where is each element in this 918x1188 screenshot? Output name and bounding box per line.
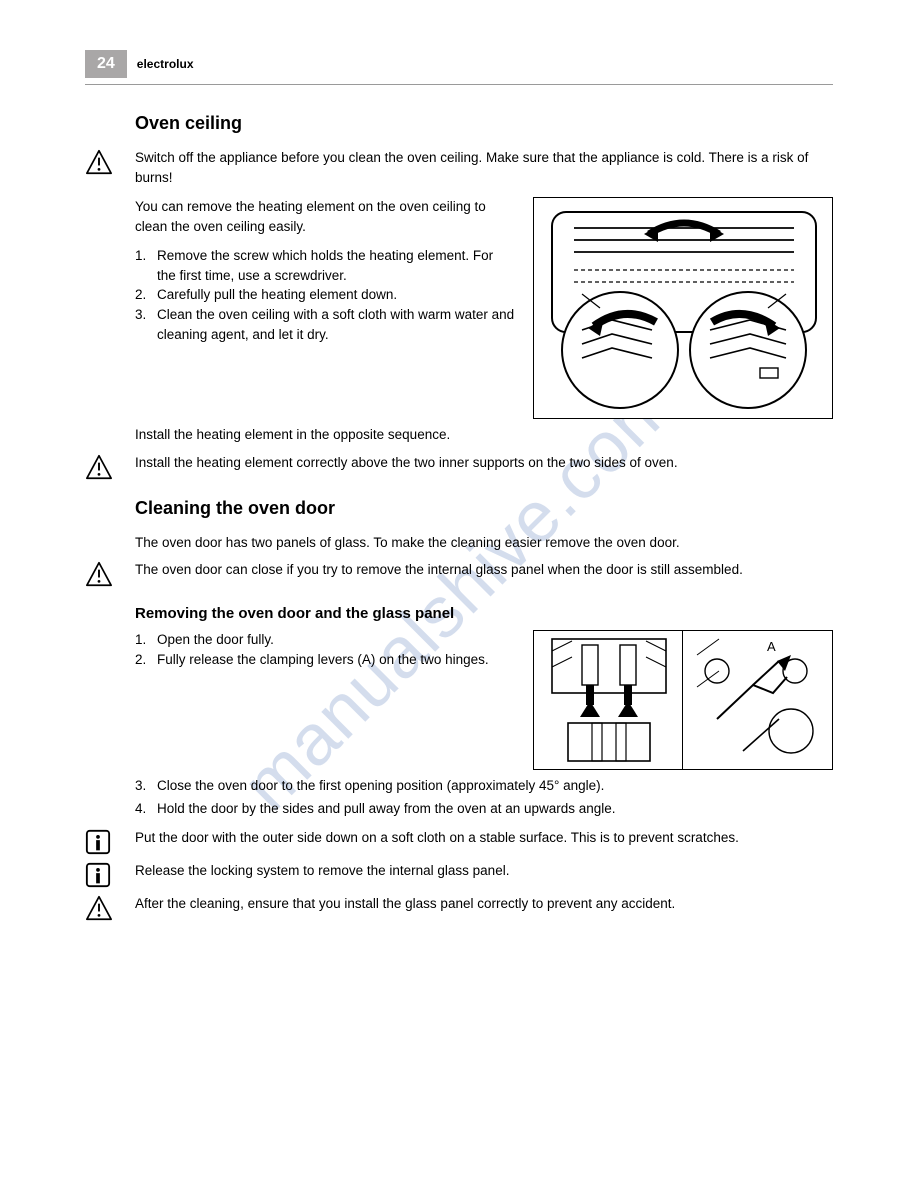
remove-step-1: Open the door fully. <box>157 630 274 650</box>
section-title-ceiling: Oven ceiling <box>135 113 833 134</box>
ceiling-step-2: Carefully pull the heating element down. <box>157 285 397 305</box>
final-warning-text: After the cleaning, ensure that you inst… <box>135 894 833 914</box>
info-icon <box>85 862 111 888</box>
warning-icon <box>85 149 113 175</box>
subsection-title-remove: Removing the oven door and the glass pan… <box>135 605 833 622</box>
ceiling-step-1: Remove the screw which holds the heating… <box>157 246 515 285</box>
final-warning-row: After the cleaning, ensure that you inst… <box>85 894 833 921</box>
page-number-badge: 24 <box>85 50 127 78</box>
running-brand: electrolux <box>137 50 194 71</box>
figure-oven-ceiling <box>533 197 833 419</box>
remove-step-3: Close the oven door to the first opening… <box>157 776 604 796</box>
figure-hinge-pair: A <box>533 630 833 770</box>
info-icon <box>85 829 111 855</box>
remove-steps-cont: 3.Close the oven door to the first openi… <box>135 776 833 818</box>
label-A: A <box>767 639 776 654</box>
remove-step-4: Hold the door by the sides and pull away… <box>157 799 616 819</box>
warning-row-ceiling: Switch off the appliance before you clea… <box>85 148 833 191</box>
page-content: 24 electrolux Oven ceiling Switch off th… <box>85 50 833 921</box>
warning-icon <box>85 895 113 921</box>
note-cloth-text: Put the door with the outer side down on… <box>135 828 833 848</box>
ceiling-intro: You can remove the heating element on th… <box>135 197 515 236</box>
remove-step-2: Fully release the clamping levers (A) on… <box>157 650 489 670</box>
ceiling-install-text: Install the heating element in the oppos… <box>135 425 833 445</box>
section-title-door: Cleaning the oven door <box>135 498 833 519</box>
door-intro: The oven door has two panels of glass. T… <box>135 533 833 553</box>
warning-icon <box>85 454 113 480</box>
note-cloth-row: Put the door with the outer side down on… <box>85 828 833 855</box>
door-warning-text: The oven door can close if you try to re… <box>135 560 833 580</box>
ceiling-step-3: Clean the oven ceiling with a soft cloth… <box>157 305 515 344</box>
warning-row-door: The oven door can close if you try to re… <box>85 560 833 587</box>
note-lock-row: Release the locking system to remove the… <box>85 861 833 888</box>
ceiling-warning-text: Switch off the appliance before you clea… <box>135 148 833 187</box>
ceiling-warning2-text: Install the heating element correctly ab… <box>135 453 833 473</box>
warning-icon <box>85 561 113 587</box>
remove-steps-row: 1.Open the door fully. 2.Fully release t… <box>85 630 833 770</box>
note-lock-text: Release the locking system to remove the… <box>135 861 833 881</box>
warning-row-ceiling-2: Install the heating element correctly ab… <box>85 453 833 480</box>
ceiling-howto-row: You can remove the heating element on th… <box>85 197 833 419</box>
page-header: 24 electrolux <box>85 50 833 85</box>
